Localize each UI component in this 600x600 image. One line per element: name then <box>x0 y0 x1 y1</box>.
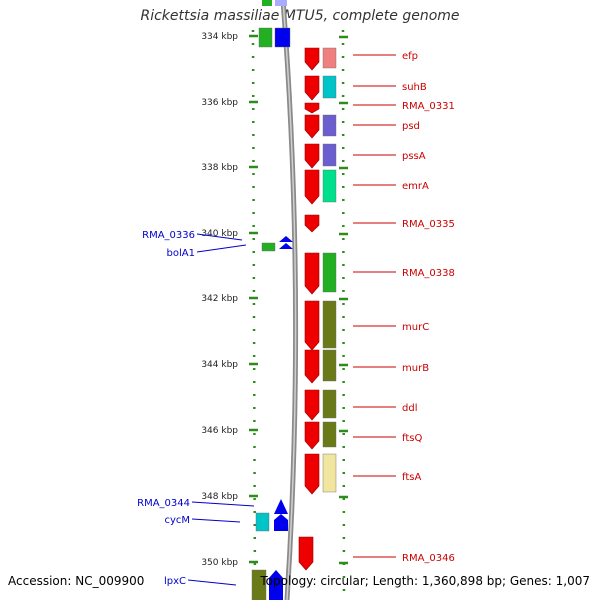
gene-label: bolA1 <box>167 248 195 259</box>
gene-label: ddl <box>402 403 417 414</box>
ruler-tick-label: 344 kbp <box>201 360 238 370</box>
gene-label-connector <box>196 233 243 241</box>
reverse-gene-arrow <box>304 114 320 139</box>
forward-gene-arrow <box>279 236 293 242</box>
gene-label: pssA <box>402 151 426 162</box>
gene-category-box <box>322 252 337 293</box>
forward-gene-arrow <box>275 0 287 6</box>
gene-label: RMA_0338 <box>402 268 455 279</box>
gene-category-box <box>322 75 337 99</box>
gene-label: cycM <box>164 515 190 526</box>
gene-label-connector <box>187 579 237 586</box>
reverse-gene-arrow <box>304 169 320 205</box>
ruler-tick-label: 336 kbp <box>201 98 238 108</box>
gene-label: suhB <box>402 82 427 93</box>
gene-category-box <box>322 114 337 137</box>
gene-label: murB <box>402 363 429 374</box>
right-ruler-dots <box>341 29 346 600</box>
gene-label: ftsA <box>402 472 421 483</box>
gene-label: psd <box>402 121 420 132</box>
gene-label: RMA_0344 <box>137 498 190 509</box>
gene-label: RMA_0335 <box>402 219 455 230</box>
gene-category-box <box>258 27 273 48</box>
forward-gene-arrow <box>274 499 288 514</box>
reverse-gene-arrow <box>304 47 320 71</box>
reverse-gene-arrow <box>304 252 320 295</box>
map-title: Rickettsia massiliae MTU5, complete geno… <box>140 8 460 24</box>
ruler-tick-label: 350 kbp <box>201 558 238 568</box>
gene-label: RMA_0346 <box>402 553 455 564</box>
ruler-tick-label: 346 kbp <box>201 426 238 436</box>
reverse-gene-arrow <box>304 75 320 101</box>
gene-category-box <box>322 389 337 419</box>
reverse-gene-arrow <box>304 214 320 233</box>
gene-label: efp <box>402 51 418 62</box>
gene-label-connector <box>191 518 241 523</box>
ruler-tick-label: 342 kbp <box>201 294 238 304</box>
gene-label: emrA <box>402 181 429 192</box>
topology-label: Topology: circular; Length: 1,360,898 bp… <box>260 574 590 588</box>
reverse-gene-arrow <box>304 349 320 384</box>
ruler-tick-label: 348 kbp <box>201 492 238 502</box>
reverse-gene-arrow <box>298 536 314 571</box>
gene-category-box <box>261 242 276 252</box>
gene-label: lpxC <box>164 576 186 587</box>
forward-gene-arrow <box>274 514 288 531</box>
gene-label: ftsQ <box>402 433 422 444</box>
ruler-tick-label: 340 kbp <box>201 229 238 239</box>
gene-category-box <box>255 512 270 532</box>
gene-label: RMA_0331 <box>402 101 455 112</box>
gene-category-box <box>322 453 337 493</box>
reverse-gene-arrow <box>304 453 320 495</box>
gene-category-box <box>262 0 272 6</box>
gene-category-box <box>322 47 337 69</box>
gene-label: RMA_0336 <box>142 230 195 241</box>
reverse-gene-arrow <box>304 102 320 114</box>
gene-label: murC <box>402 322 429 333</box>
gene-category-box <box>322 421 337 448</box>
gene-label-connector <box>191 501 255 507</box>
reverse-gene-arrow <box>304 421 320 450</box>
left-ruler-dots <box>251 29 257 600</box>
reverse-gene-arrow <box>304 300 320 351</box>
reverse-gene-arrow <box>304 143 320 169</box>
ruler-tick-label: 334 kbp <box>201 32 238 42</box>
forward-gene-arrow <box>269 570 283 600</box>
ruler-tick-label: 338 kbp <box>201 163 238 173</box>
accession-label: Accession: NC_009900 <box>8 574 145 588</box>
gene-category-box <box>322 349 337 382</box>
gene-category-box <box>322 143 337 167</box>
gene-category-box <box>251 569 267 600</box>
reverse-gene-arrow <box>304 389 320 421</box>
forward-gene-arrow <box>279 243 293 249</box>
genome-backbone-highlight <box>282 0 297 600</box>
forward-gene-arrow <box>274 27 291 48</box>
gene-label-connector <box>196 244 247 253</box>
gene-category-box <box>322 300 337 349</box>
gene-category-box <box>322 169 337 203</box>
